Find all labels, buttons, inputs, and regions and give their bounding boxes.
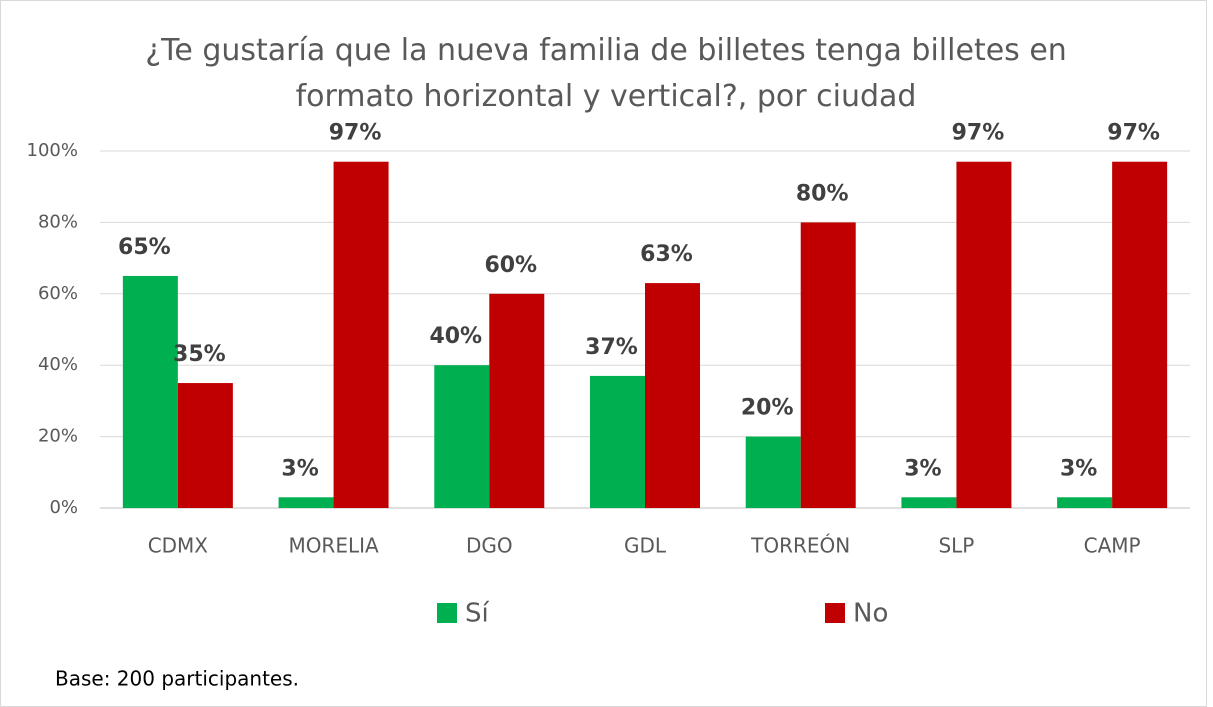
bar [645, 283, 700, 508]
x-tick-label: MORELIA [288, 534, 379, 558]
x-tick-label: GDL [624, 534, 667, 558]
data-label: 3% [281, 456, 318, 481]
y-tick-label: 20% [38, 426, 78, 447]
data-label: 60% [484, 253, 537, 278]
bar [956, 161, 1012, 508]
data-label: 63% [640, 242, 693, 267]
data-label: 97% [952, 121, 1005, 146]
note: Base: 200 participantes. [55, 667, 299, 691]
bar [333, 161, 389, 508]
legend-label: Sí [465, 599, 490, 629]
bar [1057, 497, 1113, 508]
x-tick-label: DGO [466, 534, 513, 558]
x-tick-label: TORREÓN [750, 534, 850, 558]
data-label: 97% [329, 121, 382, 146]
data-label: 37% [585, 335, 638, 360]
bar [278, 497, 334, 508]
bar [590, 375, 645, 508]
x-tick-label: CDMX [148, 534, 209, 558]
bar [901, 497, 957, 508]
y-tick-label: 40% [38, 354, 78, 375]
bar [177, 383, 233, 508]
bar [434, 365, 490, 508]
data-label: 3% [904, 456, 941, 481]
x-tick-label: CAMP [1084, 534, 1141, 558]
bar [745, 436, 801, 508]
legend-swatch [825, 603, 845, 623]
bar [122, 275, 178, 508]
bar [489, 293, 545, 508]
bar [1112, 161, 1168, 508]
y-tick-label: 100% [27, 140, 78, 161]
legend-label: No [853, 599, 888, 629]
data-label: 35% [173, 342, 226, 367]
x-tick-label: SLP [938, 534, 974, 558]
legend-swatch [437, 603, 457, 623]
bar [800, 222, 856, 508]
data-label: 80% [796, 181, 849, 206]
y-tick-label: 60% [38, 283, 78, 304]
data-label: 3% [1060, 456, 1097, 481]
data-label: 40% [429, 324, 482, 349]
data-label: 20% [741, 396, 794, 421]
y-tick-label: 0% [49, 497, 78, 518]
data-label: 65% [118, 235, 171, 260]
data-label: 97% [1107, 121, 1160, 146]
y-tick-label: 80% [38, 211, 78, 232]
chart-title: ¿Te gustaría que la nueva familia de bil… [145, 33, 1067, 114]
